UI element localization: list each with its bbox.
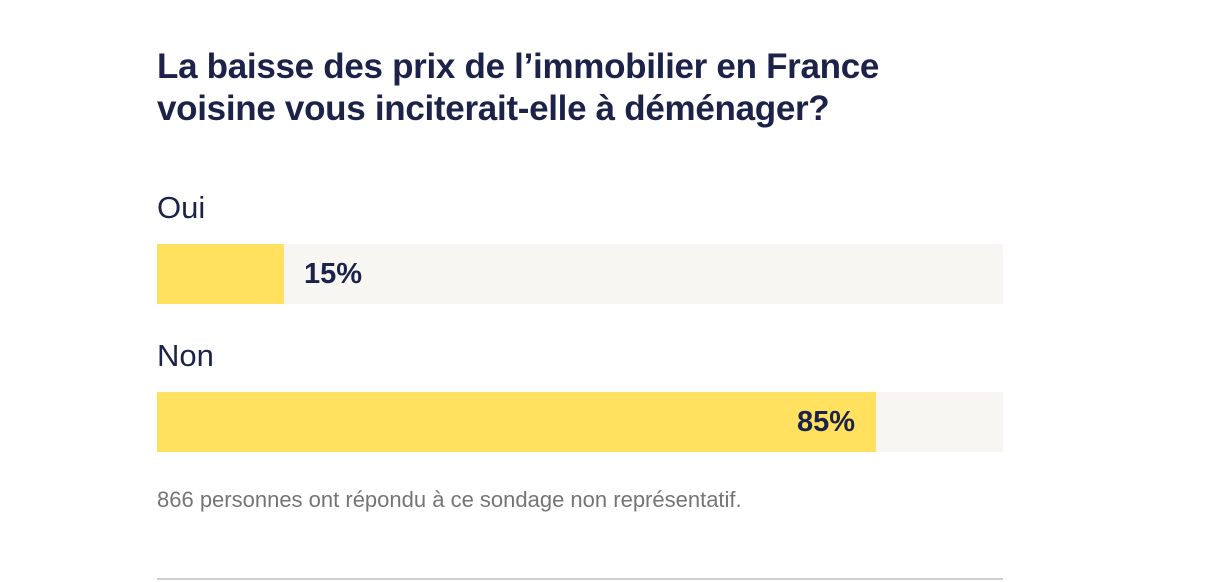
option-label-oui: Oui [157, 190, 206, 225]
bar-track-non: 85% [157, 392, 1003, 452]
bar-value-label-oui: 15% [304, 258, 363, 290]
option-label-non: Non [157, 338, 214, 373]
bar-track-oui: 15% [157, 244, 1003, 304]
bar-oui [157, 244, 284, 304]
poll-footnote: 866 personnes ont répondu à ce sondage n… [157, 487, 742, 512]
poll-title: La baisse des prix de l’immobilier en Fr… [157, 47, 880, 128]
bar-value-label-non: 85% [796, 406, 855, 438]
divider [157, 578, 1003, 580]
bar-non [157, 392, 876, 452]
